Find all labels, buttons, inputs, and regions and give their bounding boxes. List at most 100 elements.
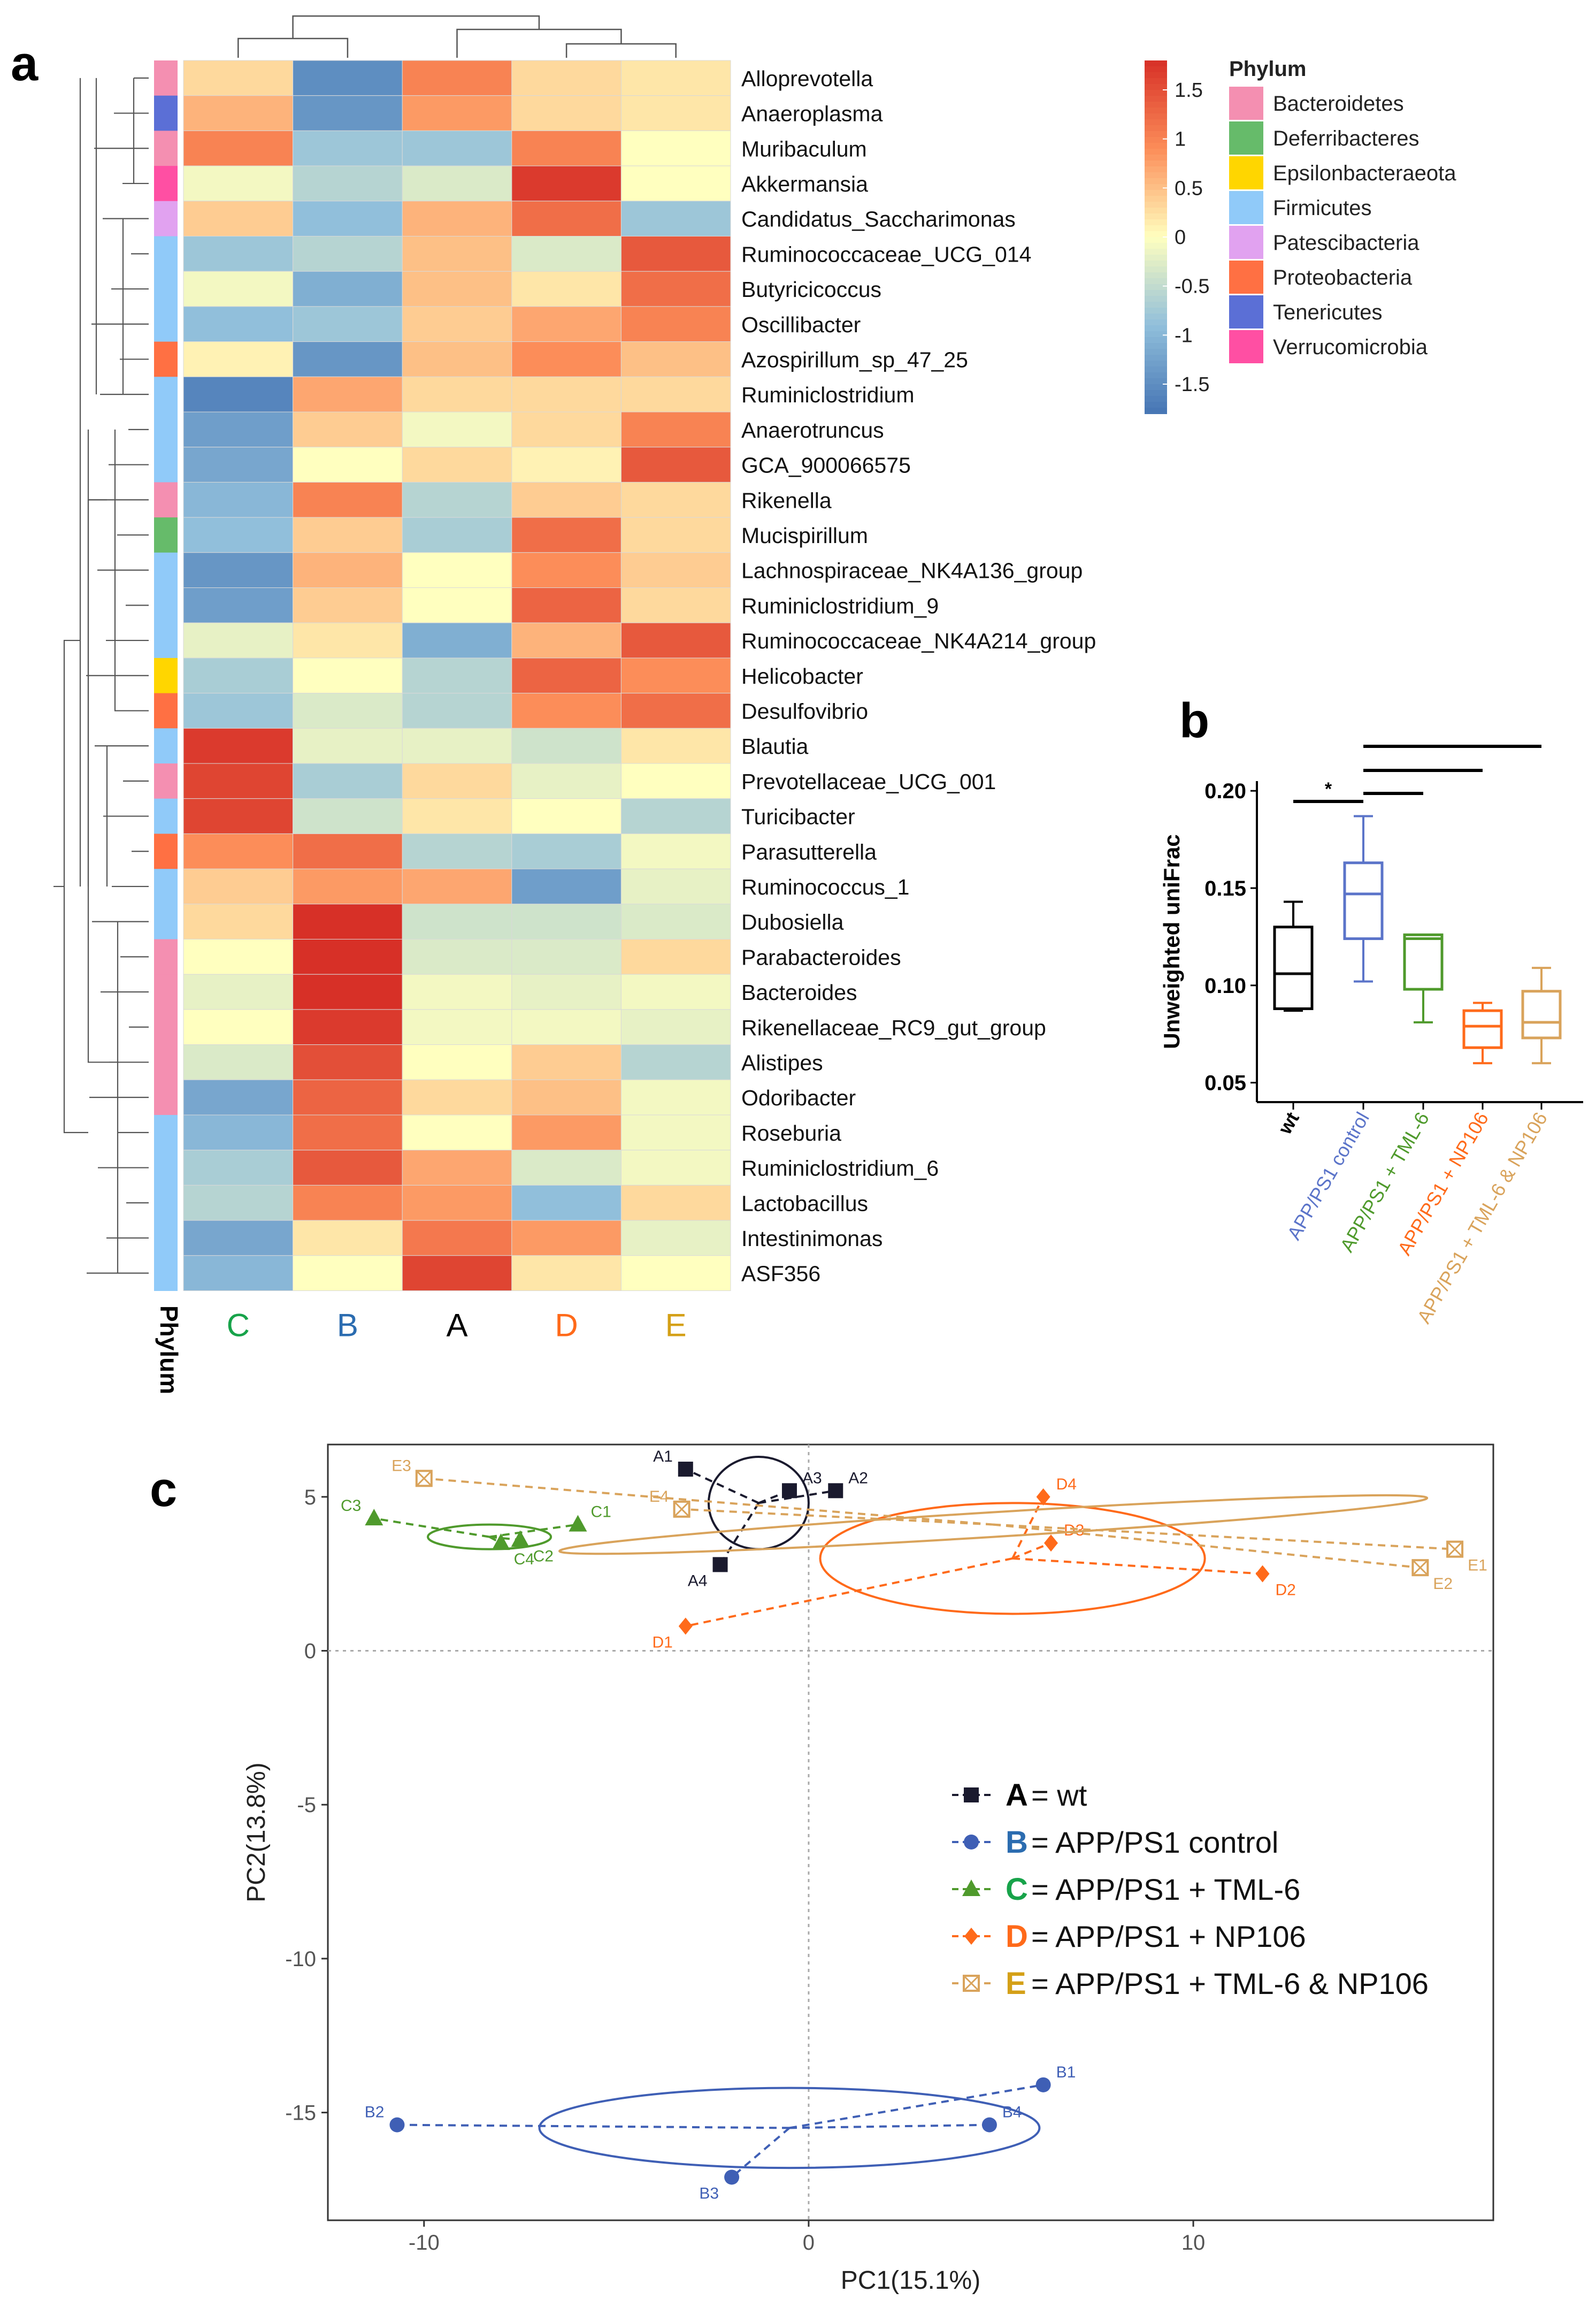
heatmap-cell bbox=[183, 1114, 294, 1151]
heatmap-cell bbox=[620, 587, 731, 623]
legend-label: = APP/PS1 + TML-6 bbox=[1031, 1873, 1300, 1906]
pca-panel-c: -10 0 10 5 0 -5 -10 -15 PC1(15.1%) PC2(13.8%) A1 A2… bbox=[242, 1443, 1494, 2295]
point-marker-circle bbox=[724, 2169, 740, 2185]
heatmap-cell bbox=[402, 552, 512, 589]
point-label: D2 bbox=[1276, 1581, 1296, 1599]
legend-swatch bbox=[1229, 330, 1263, 363]
colorbar-segment bbox=[1145, 119, 1167, 126]
heatmap-cell bbox=[402, 447, 512, 483]
legend-label: Deferribacteres bbox=[1273, 127, 1419, 150]
heatmap-cell bbox=[511, 1044, 621, 1080]
column-label: A bbox=[446, 1308, 467, 1343]
colorbar-segment bbox=[1145, 113, 1167, 120]
heatmap-cell bbox=[620, 622, 731, 659]
heatmap-cell bbox=[293, 1220, 403, 1256]
x-tick-label: wt bbox=[1273, 1108, 1303, 1138]
colorbar-segment bbox=[1145, 355, 1167, 361]
row-label: ASF356 bbox=[741, 1262, 820, 1286]
spider-line bbox=[397, 2123, 789, 2129]
heatmap-cell bbox=[402, 306, 512, 342]
heatmap-cell bbox=[620, 658, 731, 694]
point-label: E1 bbox=[1468, 1557, 1487, 1575]
phylum-annotation-cell bbox=[154, 904, 178, 939]
heatmap-cell bbox=[620, 517, 731, 553]
point-marker-circle bbox=[981, 2117, 997, 2133]
phylum-annotation-cell bbox=[154, 131, 178, 166]
point-label: E2 bbox=[1433, 1575, 1453, 1593]
phylum-annotation-cell bbox=[154, 939, 178, 975]
colorbar-segment bbox=[1145, 384, 1167, 391]
column-label: D bbox=[555, 1308, 578, 1343]
heatmap-cell bbox=[402, 1150, 512, 1186]
point-marker-diamond bbox=[964, 1928, 978, 1945]
heatmap-cell bbox=[293, 939, 403, 975]
phylum-annotation-cell bbox=[154, 763, 178, 799]
heatmap-cell bbox=[620, 1255, 731, 1292]
heatmap-cell bbox=[293, 1079, 403, 1115]
heatmap-cell bbox=[183, 130, 294, 166]
heatmap-cell bbox=[511, 974, 621, 1010]
heatmap-cell bbox=[183, 763, 294, 799]
row-label: Mucispirillum bbox=[741, 523, 868, 548]
phylum-annotation-cell bbox=[154, 60, 178, 96]
row-label: Parasutterella bbox=[741, 839, 877, 864]
heatmap-cell bbox=[620, 376, 731, 412]
colorbar-segment bbox=[1145, 249, 1167, 255]
row-label: Turicibacter bbox=[741, 805, 855, 829]
point-label: B2 bbox=[365, 2104, 385, 2121]
colorbar-segment bbox=[1145, 161, 1167, 167]
point-label: C1 bbox=[590, 1503, 611, 1521]
point-marker-circle bbox=[964, 1835, 979, 1850]
row-label: Desulfovibrio bbox=[741, 699, 868, 723]
phylum-annotation-cell bbox=[154, 869, 178, 905]
colorbar-segment bbox=[1145, 166, 1167, 173]
colorbar-segment bbox=[1145, 178, 1167, 185]
column-label: E bbox=[665, 1308, 687, 1343]
box-iqr bbox=[1273, 926, 1314, 1010]
point-marker-cross bbox=[416, 1470, 432, 1487]
x-tick-label: 10 bbox=[1181, 2231, 1206, 2255]
point-marker-cross bbox=[673, 1501, 690, 1517]
heatmap-cell bbox=[620, 341, 731, 377]
row-label: Parabacteroides bbox=[741, 945, 901, 969]
heatmap-cell bbox=[402, 95, 512, 131]
row-dendrogram-branch bbox=[63, 639, 88, 1133]
heatmap-panel-a: Phylum Alloprevotella Anaeroplasma Muribacu… bbox=[53, 15, 1456, 1394]
heatmap-cell bbox=[293, 1185, 403, 1221]
heatmap-cell bbox=[620, 763, 731, 799]
legend-group-letter: A bbox=[1006, 1778, 1028, 1813]
x-tick-label: -10 bbox=[409, 2231, 440, 2255]
heatmap-cell bbox=[511, 587, 621, 623]
point-marker-diamond bbox=[678, 1617, 693, 1635]
heatmap-cell bbox=[293, 482, 403, 518]
heatmap-cell bbox=[620, 411, 731, 448]
heatmap-cell bbox=[402, 904, 512, 940]
colorbar-segment bbox=[1145, 149, 1167, 155]
colorbar-tick-label: 1.5 bbox=[1175, 79, 1203, 102]
phylum-annotation-cell bbox=[154, 728, 178, 764]
y-tick-label: 5 bbox=[304, 1486, 316, 1509]
row-label: Rikenellaceae_RC9_gut_group bbox=[741, 1015, 1046, 1040]
heatmap-cell bbox=[511, 1150, 621, 1186]
row-label: Akkermansia bbox=[741, 172, 868, 196]
heatmap-cell bbox=[402, 1185, 512, 1221]
heatmap-cell bbox=[293, 587, 403, 623]
heatmap-cell bbox=[183, 1255, 294, 1292]
heatmap-cell bbox=[402, 587, 512, 623]
colorbar-segment bbox=[1145, 349, 1167, 355]
heatmap-cell bbox=[511, 60, 621, 96]
colorbar-segment bbox=[1145, 243, 1167, 249]
phylum-annotation-cell bbox=[154, 341, 178, 377]
confidence-ellipse bbox=[558, 1494, 1429, 1555]
colorbar-segment bbox=[1145, 261, 1167, 267]
heatmap-cell bbox=[183, 1079, 294, 1115]
phylum-annotation-cell bbox=[154, 1185, 178, 1221]
phylum-annotation-cell bbox=[154, 201, 178, 236]
heatmap-cell bbox=[183, 904, 294, 940]
point-label: A4 bbox=[688, 1572, 708, 1590]
heatmap-cell bbox=[293, 1150, 403, 1186]
heatmap-cell bbox=[511, 306, 621, 342]
phylum-annotation-cell bbox=[154, 1220, 178, 1256]
heatmap-cell bbox=[511, 868, 621, 905]
phylum-axis-label: Phylum bbox=[155, 1305, 183, 1394]
